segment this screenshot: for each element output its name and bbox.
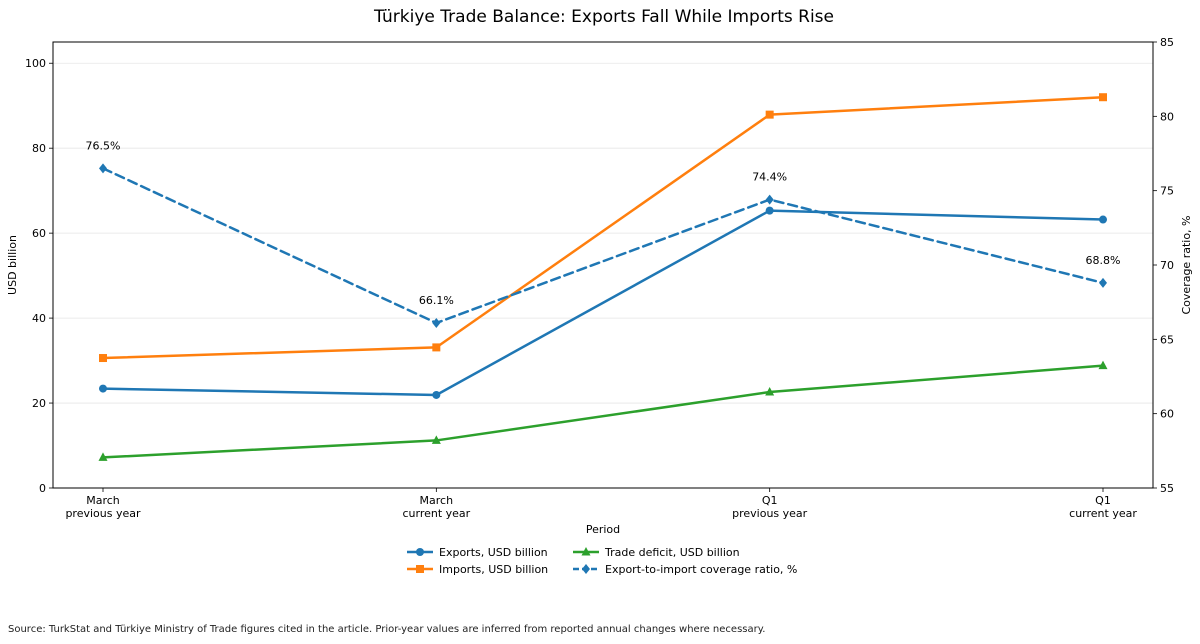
legend: Exports, USD billion Imports, USD billion…: [407, 546, 797, 576]
x-tick-label: March previous year: [65, 494, 141, 520]
legend-marker: [581, 547, 591, 556]
legend-marker: [416, 565, 424, 573]
series-0-point: [765, 206, 774, 215]
y-tick-label: 80: [32, 142, 46, 155]
x-tick-label-line: Q1: [1095, 494, 1111, 507]
data-label: 66.1%: [419, 294, 454, 307]
series-2-point: [1098, 360, 1108, 370]
series-0-point: [432, 390, 441, 399]
series-line-2: [101, 364, 1105, 459]
plot-frame: [52, 41, 1154, 489]
y-tick-label: 0: [39, 482, 46, 495]
legend-label: Export-to-import coverage ratio, %: [605, 563, 797, 576]
series-line-0: [101, 209, 1105, 397]
x-tick-label-line: current year: [402, 507, 470, 520]
y-tick-label: 100: [25, 57, 46, 70]
data-label: 68.8%: [1086, 254, 1121, 267]
x-tick-label: Q1 current year: [1069, 494, 1137, 520]
y-tick-label: 20: [32, 397, 46, 410]
legend-label: Imports, USD billion: [439, 563, 548, 576]
x-tick-label-line: current year: [1069, 507, 1137, 520]
y-axis-label: USD billion: [6, 235, 19, 295]
series-3-point: [99, 163, 107, 174]
series-2-point: [765, 387, 775, 396]
series-2-point: [431, 435, 441, 444]
y-tick-label: 60: [32, 227, 46, 240]
series-1-point: [765, 110, 774, 119]
chart-title: Türkiye Trade Balance: Exports Fall Whil…: [373, 7, 834, 27]
x-tick-label-line: March: [420, 494, 454, 507]
legend-label: Exports, USD billion: [439, 546, 548, 559]
trade-balance-chart: Türkiye Trade Balance: Exports Fall Whil…: [6, 7, 1193, 576]
legend-marker: [416, 548, 424, 556]
data-label: 74.4%: [752, 171, 787, 184]
series-0-point: [99, 384, 107, 393]
series-1-point: [432, 343, 441, 352]
x-tick-label-line: previous year: [732, 507, 808, 520]
y2-tick-label: 70: [1160, 259, 1174, 272]
y2-tick-label: 75: [1160, 185, 1174, 198]
legend-marker: [582, 564, 590, 574]
x-tick-label-line: previous year: [65, 507, 141, 520]
series-1-point: [99, 354, 107, 363]
series-0-point: [1099, 215, 1107, 224]
x-tick-label: Q1 previous year: [732, 494, 808, 520]
series-line-1: [101, 95, 1105, 360]
y2-tick-label: 85: [1160, 36, 1174, 49]
y-tick-label: 40: [32, 312, 46, 325]
y2-tick-label: 55: [1160, 482, 1174, 495]
x-tick-label: March current year: [402, 494, 470, 520]
x-axis-label: Period: [586, 523, 620, 536]
source-note: Source: TurkStat and Türkiye Ministry of…: [8, 624, 766, 635]
x-tick-label-line: Q1: [762, 494, 778, 507]
x-tick-label-line: March: [86, 494, 120, 507]
y2-tick-label: 60: [1160, 408, 1174, 421]
data-label: 76.5%: [86, 139, 121, 152]
series-layer: 76.5% 66.1% 74.4% 68.8%: [86, 93, 1121, 461]
legend-label: Trade deficit, USD billion: [604, 546, 740, 559]
y2-tick-label: 65: [1160, 333, 1174, 346]
series-3-point: [765, 194, 774, 205]
y2-axis-label: Coverage ratio, %: [1180, 215, 1193, 314]
grid-layer: [53, 62, 1153, 489]
series-3-point: [1099, 277, 1107, 288]
series-line-3: [101, 167, 1105, 325]
series-1-point: [1099, 93, 1107, 102]
series-3-point: [432, 317, 441, 328]
series-2-point: [98, 452, 108, 461]
y2-tick-label: 80: [1160, 110, 1174, 123]
